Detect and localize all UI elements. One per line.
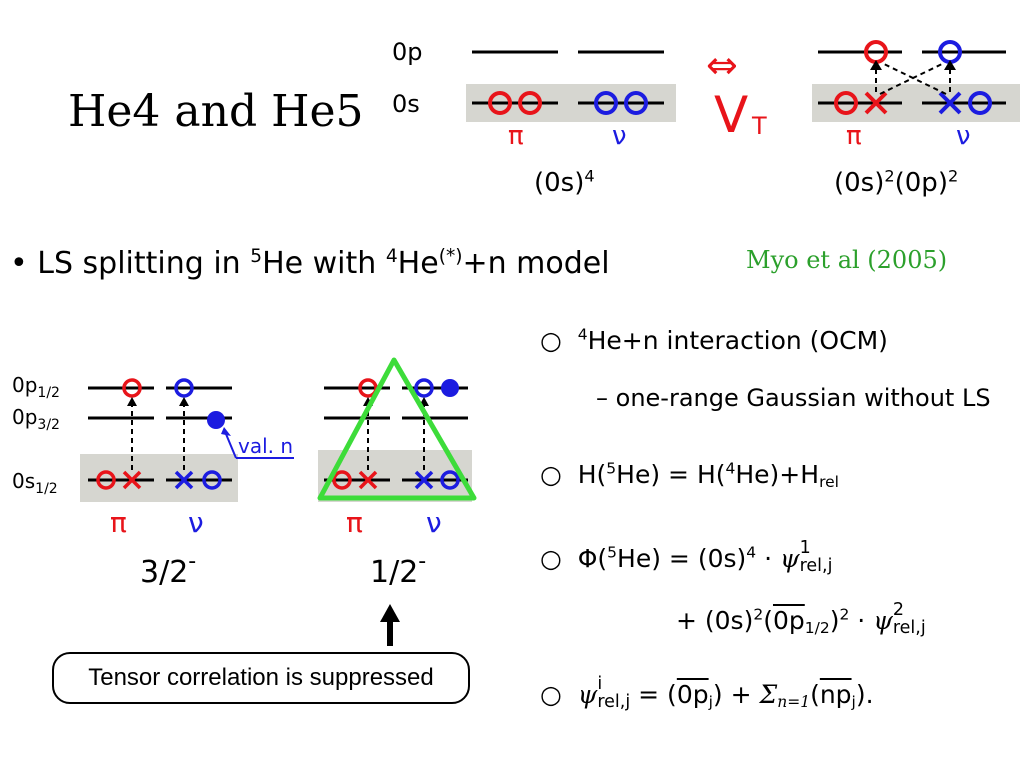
diagram-a-arrowhead	[179, 397, 189, 406]
top-left-proton-circle	[488, 91, 512, 115]
top-level-diagram: 0p 0s π ν ⇔ V T π ν	[392, 38, 1020, 151]
item-hamiltonian: ○ H(5He) = H(4He)+Hrel	[540, 459, 839, 491]
state-3-2-label: 3/2-	[140, 549, 196, 590]
double-arrow-icon: ⇔	[706, 43, 738, 87]
diagram-b-0p-neutron-circle	[414, 378, 434, 398]
left-configuration-label: (0s)4	[534, 166, 595, 198]
val-n-pointer	[225, 433, 237, 459]
top-left-proton-circle	[518, 91, 542, 115]
diagram-b-neutron-hole-icon	[414, 470, 434, 490]
diagram-b-nu-label: ν	[426, 506, 442, 539]
top-right-nu-label: ν	[956, 121, 971, 151]
diagram-a-nu-label: ν	[188, 506, 204, 539]
diagram-a-pi-label: π	[110, 506, 127, 539]
top-right-0s-proton-circle	[834, 91, 858, 115]
diagram-b-0p-proton-circle	[358, 378, 378, 398]
top-right-arrowheads	[870, 60, 956, 70]
page-title: He4 and He5	[68, 86, 364, 137]
main-bullet: • LS splitting in 5He with 4He(*)+n mode…	[10, 245, 610, 281]
tensor-callout: Tensor correlation is suppressed	[52, 652, 470, 704]
top-right-neutron-hole-icon	[938, 91, 962, 115]
diagram-b-proton-hole-icon	[358, 470, 378, 490]
top-right-proton-hole-icon	[864, 91, 888, 115]
level-label-0p12: 0p1/2	[12, 373, 60, 401]
top-left-pi-label: π	[508, 121, 524, 151]
level-label-0p32: 0p3/2	[12, 405, 60, 433]
left-0s-band	[80, 454, 238, 502]
top-level-label-0p: 0p	[392, 38, 423, 66]
item-relative-wavefunction: ○ ψ i rel,j = (0pj) + Σn=1(npj).	[540, 674, 874, 712]
diagram-a-0s-neutron-circle	[202, 470, 222, 490]
level-label-0s12: 0s1/2	[12, 469, 58, 497]
top-level-label-0s: 0s	[392, 90, 420, 118]
diagram-b-pi-label: π	[346, 506, 363, 539]
top-right-0s-neutron-circle	[968, 91, 992, 115]
item-interaction: ○ 4He+n interaction (OCM)	[540, 325, 888, 355]
callout-arrow-icon	[380, 604, 400, 622]
diagram-a-dashed-arrows	[131, 404, 185, 470]
right-configuration-label: (0s)2(0p)2	[834, 166, 959, 198]
top-right-excitation-arrows	[875, 63, 951, 95]
diagram-a-neutron-hole-icon	[174, 470, 194, 490]
val-n-arrowhead-icon	[221, 427, 231, 436]
diagram-b-valence-neutron-dot	[441, 379, 459, 397]
top-right-pi-label: π	[846, 121, 862, 151]
diagram-a-0p-neutron-circle	[174, 378, 194, 398]
top-left-neutron-circle	[594, 91, 618, 115]
diagram-b-0s-neutron-circle	[440, 470, 460, 490]
highlight-triangle	[317, 357, 477, 501]
diagram-a-valence-neutron-dot	[207, 411, 225, 429]
state-1-2-label: 1/2-	[370, 549, 426, 590]
diagram-a-0s-proton-circle	[96, 470, 116, 490]
val-n-label: val. n	[238, 434, 293, 458]
citation: Myo et al (2005)	[746, 246, 948, 274]
tensor-operator-label: V	[714, 86, 748, 144]
item-interaction-detail: – one-range Gaussian without LS	[596, 384, 991, 412]
diagram-a-0p-proton-circle	[122, 378, 142, 398]
diagram-a-arrowhead	[127, 397, 137, 406]
diagram-b-0s-proton-circle	[332, 470, 352, 490]
tensor-operator-subscript: T	[751, 112, 767, 140]
diagram-a-proton-hole-icon	[122, 470, 142, 490]
top-left-neutron-circle	[624, 91, 648, 115]
top-left-nu-label: ν	[612, 121, 627, 151]
item-wavefunction-line2: + (0s)2(0p1/2)2 · ψ 2 rel,j	[676, 600, 926, 638]
he5-level-diagram: 0p1/2 0p3/2 0s1/2 val. n π ν 3/2-	[12, 357, 477, 646]
item-wavefunction: ○ Φ(5He) = (0s)4 · ψ 1 rel,j	[540, 538, 833, 576]
